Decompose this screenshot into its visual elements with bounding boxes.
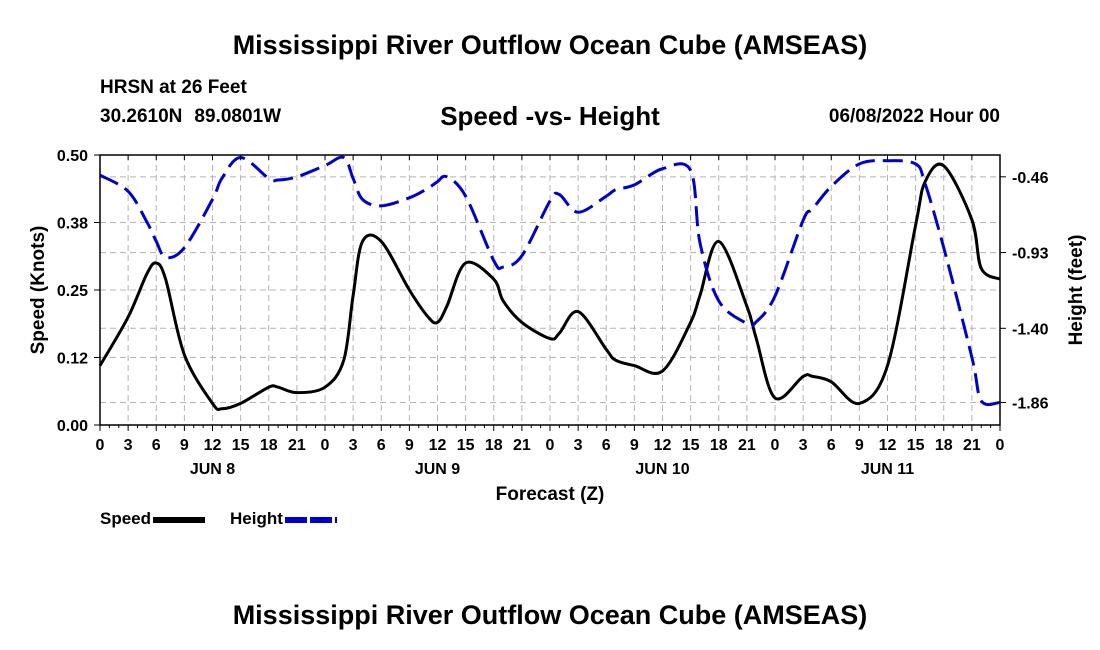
date-label: JUN 9 [415, 461, 460, 478]
footer-title: Mississippi River Outflow Ocean Cube (AM… [232, 600, 868, 630]
x-tick-label: 12 [654, 437, 672, 454]
chart-title: Mississippi River Outflow Ocean Cube (AM… [232, 30, 868, 60]
y-left-tick-label: 0.50 [57, 148, 88, 165]
x-tick-label: 18 [935, 437, 953, 454]
legend-speed-label: Speed [100, 509, 152, 528]
x-tick-label: 0 [321, 437, 330, 454]
x-tick-label: 9 [405, 437, 414, 454]
y-right-tick-label: -1.40 [1012, 321, 1049, 338]
legend-speed: Speed [100, 509, 206, 529]
x-tick-label: 12 [204, 437, 222, 454]
x-tick-label: 15 [907, 437, 925, 454]
series-line-height [99, 155, 1001, 407]
y-left-tick-label: 0.25 [57, 283, 88, 300]
chart-subtitle: Speed -vs- Height [440, 101, 660, 131]
series-layer [98, 155, 1001, 411]
y-right-tick-label: -0.93 [1012, 246, 1049, 263]
x-tick-label: 18 [260, 437, 278, 454]
forecast-datetime: 06/08/2022 Hour 00 [828, 106, 1000, 127]
x-tick-label: 0 [996, 437, 1005, 454]
y-axis-label-left: Speed (Knots) [28, 226, 49, 355]
latitude: 30.2610N [100, 106, 183, 127]
x-tick-label: 15 [232, 437, 250, 454]
x-tick-label: 0 [771, 437, 780, 454]
x-tick-label: 12 [879, 437, 897, 454]
longitude: 89.0801W [194, 106, 282, 127]
x-tick-label: 3 [124, 437, 133, 454]
station-label: HRSN at 26 Feet [100, 77, 247, 98]
x-tick-label: 21 [288, 437, 306, 454]
x-tick-label: 9 [855, 437, 864, 454]
legend-height-label: Height [230, 509, 283, 528]
legend-height-swatch [284, 516, 337, 523]
series-line-speed [98, 162, 1001, 411]
y-right-tick-label: -1.86 [1012, 395, 1049, 412]
x-tick-label: 21 [738, 437, 756, 454]
legend-speed-swatch [153, 516, 206, 523]
grid [100, 155, 1000, 425]
date-label: JUN 11 [861, 461, 914, 478]
x-tick-label: 18 [710, 437, 728, 454]
date-label: JUN 10 [635, 461, 689, 478]
x-tick-label: 3 [349, 437, 358, 454]
y-left-tick-label: 0.38 [57, 216, 88, 233]
x-tick-label: 6 [377, 437, 386, 454]
x-tick-label: 3 [574, 437, 583, 454]
x-tick-label: 9 [630, 437, 639, 454]
legend-height: Height [230, 509, 337, 529]
x-tick-label: 6 [152, 437, 161, 454]
y-left-tick-label: 0.12 [57, 351, 88, 368]
x-tick-label: 15 [457, 437, 475, 454]
x-tick-label: 15 [682, 437, 700, 454]
x-tick-label: 9 [180, 437, 189, 454]
date-label: JUN 8 [190, 461, 235, 478]
x-tick-label: 3 [799, 437, 808, 454]
y-right-tick-label: -0.46 [1012, 170, 1049, 187]
x-tick-label: 0 [96, 437, 105, 454]
x-tick-label: 21 [513, 437, 531, 454]
x-tick-label: 0 [546, 437, 555, 454]
axes: 0 3 6 9 12 15 18 21 0 3 6 9 12 15 18 21 0 3 6 9 12 15 18 21 0 3 6 9… [57, 148, 1049, 478]
x-tick-label: 18 [485, 437, 503, 454]
y-axis-label-right: Height (feet) [1066, 235, 1087, 346]
y-left-tick-label: 0.00 [57, 418, 88, 435]
coordinates: 30.2610N 89.0801W [100, 106, 281, 128]
x-tick-label: 21 [963, 437, 981, 454]
x-axis-label: Forecast (Z) [496, 484, 605, 505]
x-tick-label: 12 [429, 437, 447, 454]
x-tick-label: 6 [827, 437, 836, 454]
x-tick-label: 6 [602, 437, 611, 454]
